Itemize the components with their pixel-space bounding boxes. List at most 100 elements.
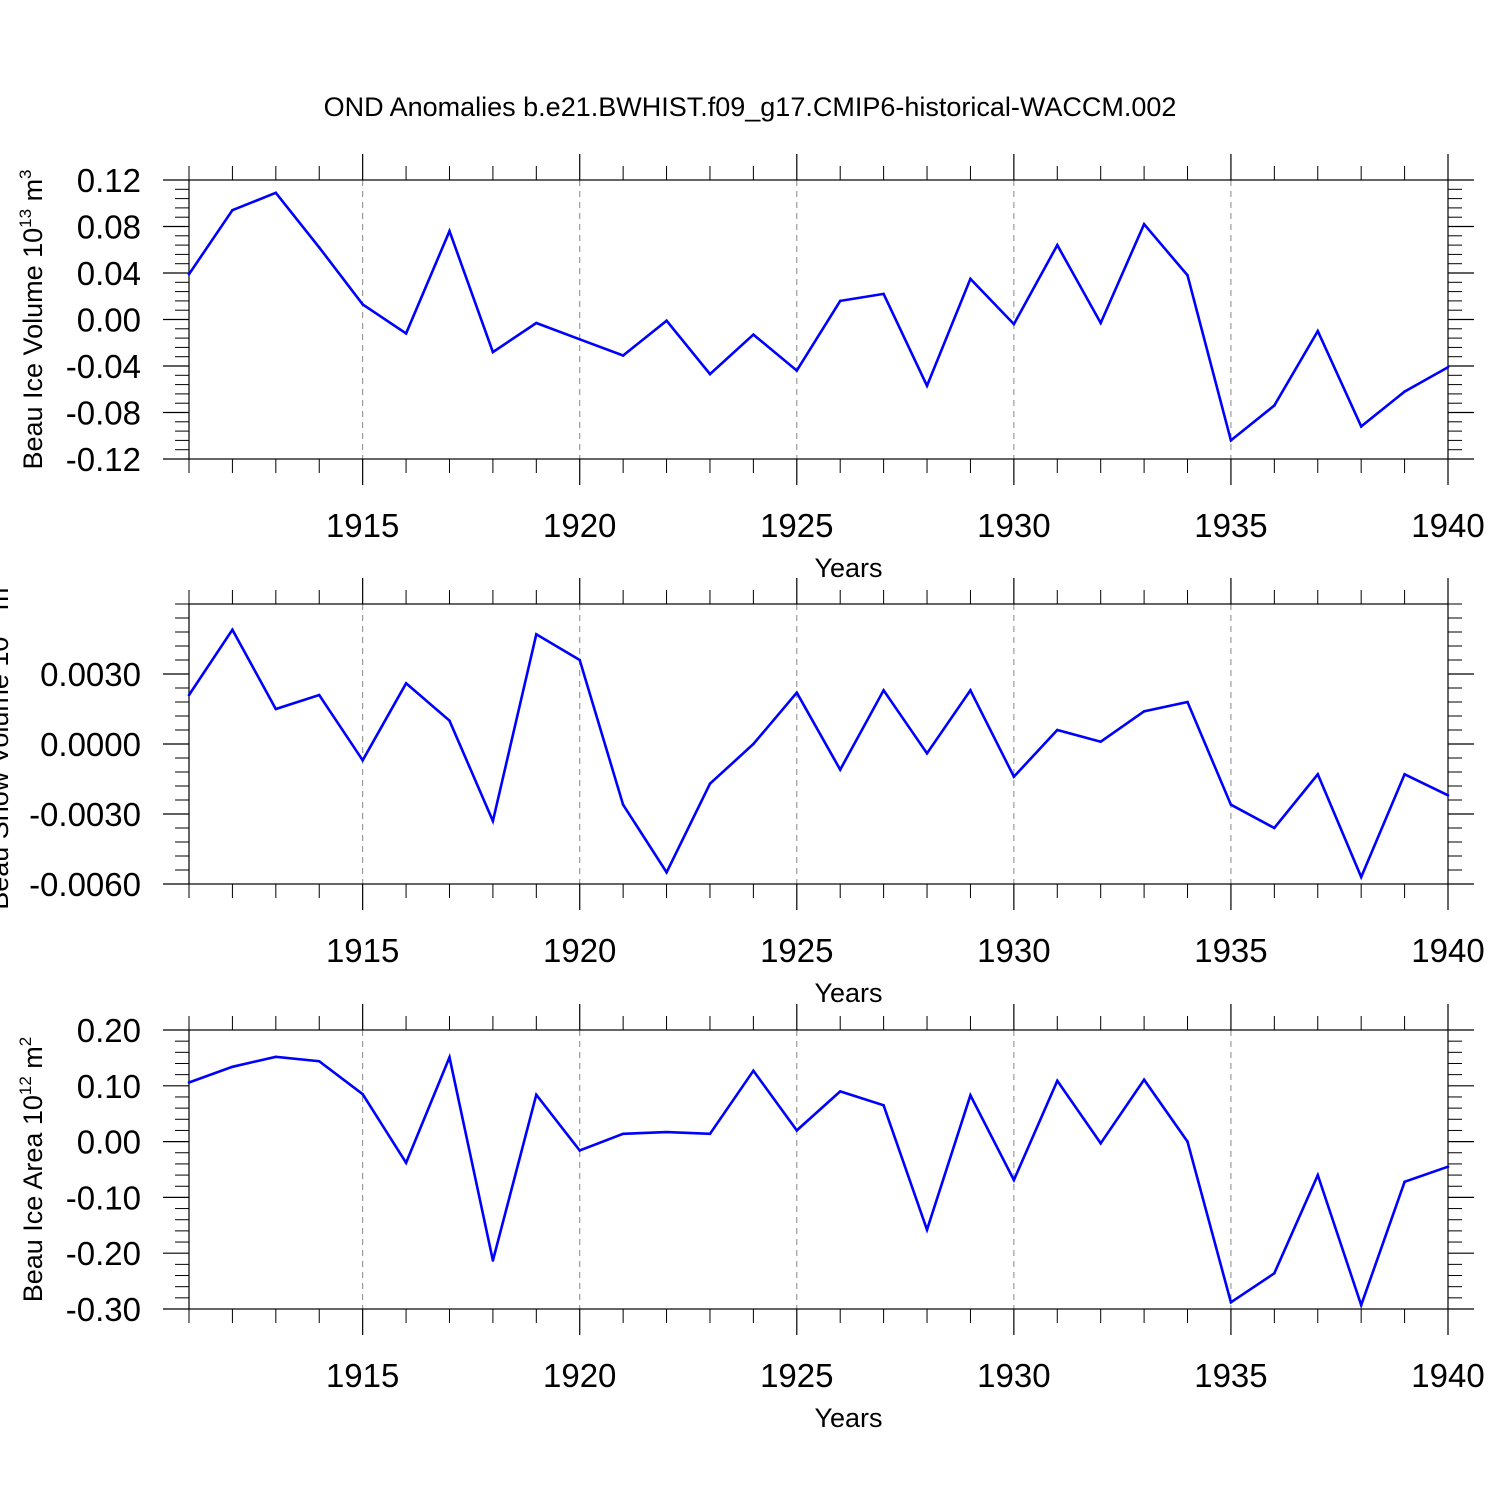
data-point [361,1092,364,1096]
y-axis-label-exponent: 13 [0,618,1,637]
data-point [1099,321,1102,325]
data-point [1055,243,1059,247]
data-point [274,1055,278,1059]
x-tick-label: 1915 [326,507,399,544]
data-point [752,742,755,746]
data-point [361,303,364,306]
y-tick-label: -0.04 [66,348,141,385]
x-tick-label: 1925 [760,1357,833,1394]
x-tick-label: 1930 [977,1357,1050,1394]
x-tick-label: 1925 [760,932,833,969]
x-tick-label: 1930 [977,932,1050,969]
data-point [708,372,712,376]
data-point [1273,1271,1276,1275]
data-point [621,1132,625,1136]
data-point [838,299,842,303]
y-axis-label: Beau Ice Volume 1013 m3 [16,169,48,469]
y-tick-label: 0.0000 [40,726,141,763]
figure-title: OND Anomalies b.e21.BWHIST.f09_g17.CMIP6… [324,92,1177,122]
x-tick-label: 1920 [543,932,616,969]
data-point [404,1161,408,1165]
y-tick-label: 0.12 [77,162,141,199]
x-axis-label: Years [814,553,882,583]
data-point [1142,1078,1146,1081]
data-point [231,1065,234,1069]
y-tick-label: -0.0030 [29,796,141,833]
data-point [578,658,582,662]
x-axis-label: Years [814,978,882,1008]
y-axis-label-unit: m [18,179,48,209]
plot-frame [188,1029,1449,1310]
data-point [404,332,408,335]
x-tick-label: 1920 [543,1357,616,1394]
data-point [1403,773,1406,776]
data-point [187,272,191,276]
data-point [274,707,278,711]
y-tick-label: -0.08 [66,395,141,432]
data-point [1055,728,1059,732]
panel-1: 1915 1920 1925 1930 1935 1940 Years -0.12 -0.08 -… [16,154,1485,583]
data-point [1316,1173,1320,1177]
x-tick-label: 1935 [1194,1357,1267,1394]
y-axis-label-unit: m [0,588,14,618]
data-point [925,752,929,755]
data-point [1055,1079,1059,1083]
data-point [838,768,842,771]
x-tick-label: 1935 [1194,932,1267,969]
x-tick-label: 1940 [1411,1357,1484,1394]
x-tick-label: 1940 [1411,507,1484,544]
y-axis-label-text: Beau Ice Volume 10 [18,228,48,470]
data-point [1446,365,1450,369]
data-point [448,719,451,722]
data-point [535,1093,538,1097]
x-axis-label: Years [814,1403,882,1433]
y-axis-label-text: Beau Ice Area 10 [18,1095,48,1302]
data-point [1012,1178,1016,1182]
x-tick-label: 1915 [326,1357,399,1394]
data-point [838,1090,842,1093]
data-point [795,369,799,372]
data-point [1012,322,1016,326]
data-point [882,1104,885,1107]
y-axis-label: Beau Snow Volume 1013 m3 [0,578,14,910]
data-point [187,693,191,697]
y-tick-label: 0.10 [77,1068,141,1105]
x-tick-label: 1930 [977,507,1050,544]
y-axis-label-unit-exponent: 2 [16,1037,35,1046]
data-point [535,633,538,636]
y-tick-label: 0.08 [77,209,141,246]
data-point [1403,1180,1406,1184]
y-tick-label: 0.04 [77,255,141,292]
data-point [1316,773,1320,776]
data-point [969,1093,972,1097]
data-point [1446,794,1450,797]
data-point [491,350,495,354]
x-tick-label: 1915 [326,932,399,969]
data-point [1273,826,1276,830]
data-point [1403,390,1406,393]
data-point [404,682,408,685]
y-tick-label: -0.10 [66,1179,141,1216]
series-line-1 [187,627,1449,881]
data-point [1359,1303,1363,1307]
data-point [1359,425,1363,428]
data-point [969,277,972,281]
data-point [578,1149,582,1152]
data-point [1099,740,1102,743]
data-point [708,782,712,785]
data-point [665,871,668,874]
data-point [491,819,495,823]
x-tick-label: 1920 [543,507,616,544]
data-point [361,759,364,762]
data-point [317,246,321,249]
data-point [491,1259,495,1262]
y-tick-label: -0.30 [66,1291,141,1328]
panel-2: 1915 1920 1925 1930 1935 1940 Years -0.0060 -0.0… [0,578,1485,1008]
data-point [925,384,929,388]
x-tick-label: 1935 [1194,507,1267,544]
series-line-1 [188,1052,1449,1310]
data-point [708,1132,712,1136]
y-axis-label-exponent: 13 [16,209,35,228]
series-line-1 [187,191,1449,443]
